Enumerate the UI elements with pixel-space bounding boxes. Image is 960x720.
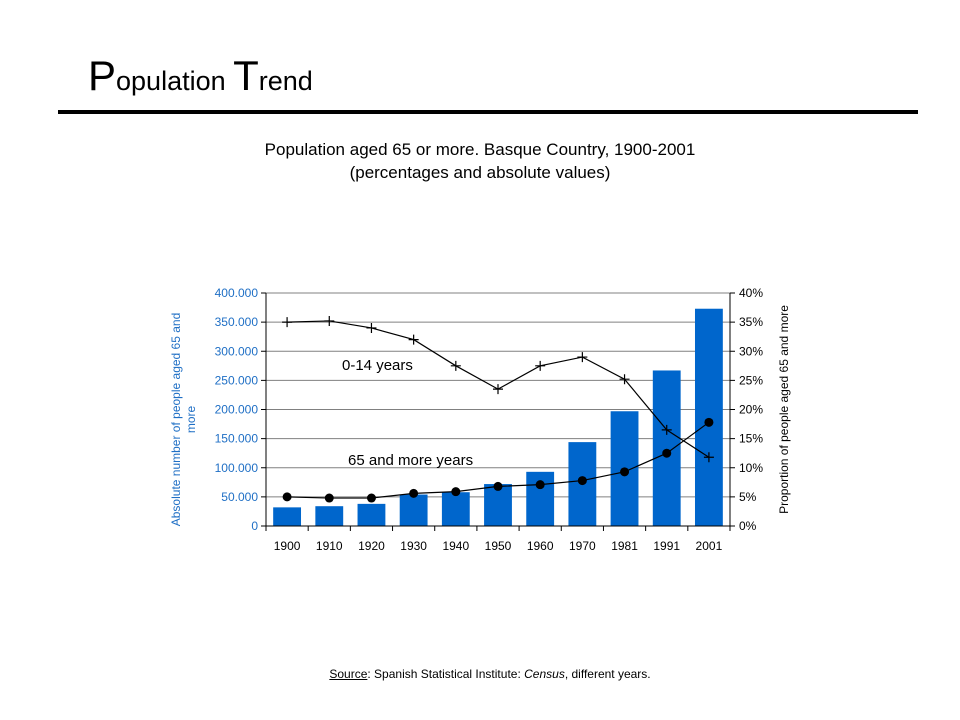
- source-text-part2: , different years.: [564, 667, 651, 681]
- right-axis-tick-label: 30%: [739, 344, 763, 358]
- plus-marker: [493, 384, 503, 395]
- plus-marker: [619, 374, 630, 385]
- series-label-65-and-more: 65 and more years: [348, 452, 473, 469]
- x-axis-tick-label: 1940: [442, 539, 469, 553]
- left-axis-tick-label: 100.000: [215, 461, 259, 475]
- plus-marker: [535, 360, 546, 371]
- chart-subtitle: (percentages and absolute values): [349, 163, 611, 182]
- x-axis-tick-label: 1910: [316, 539, 343, 553]
- circle-marker: [324, 493, 334, 503]
- right-axis-tick-label: 25%: [739, 373, 763, 387]
- circle-marker: [451, 487, 461, 497]
- title-initial-t: T: [233, 52, 259, 99]
- left-axis-title-line2: more: [184, 406, 198, 434]
- bar: [526, 471, 555, 526]
- right-axis-tick-label: 35%: [739, 315, 763, 329]
- plus-marker: [577, 352, 588, 363]
- x-axis-tick-label: 1970: [569, 539, 596, 553]
- source-census-italic: Census: [524, 667, 565, 681]
- plus-marker: [661, 424, 672, 435]
- bar: [484, 484, 512, 526]
- plus-marker: [324, 315, 335, 326]
- circle-marker: [409, 488, 419, 498]
- left-axis-tick-label: 0: [251, 519, 258, 533]
- circle-marker: [493, 481, 503, 491]
- circle-marker: [366, 493, 376, 503]
- left-axis-tick-label: 350.000: [215, 315, 259, 329]
- plus-marker: [282, 317, 293, 328]
- title-initial-p: P: [88, 52, 117, 99]
- right-axis-title: Proportion of people aged 65 and more: [777, 305, 791, 514]
- plus-marker: [450, 360, 461, 371]
- circle-marker: [535, 480, 545, 490]
- circle-marker: [577, 476, 587, 486]
- circle-marker: [620, 467, 630, 477]
- title-text-rend: rend: [258, 66, 313, 96]
- bar: [357, 503, 386, 526]
- source-label: Source: [329, 667, 368, 681]
- left-axis-tick-label: 150.000: [215, 432, 259, 446]
- circle-marker: [662, 448, 672, 458]
- bar: [399, 494, 428, 526]
- x-axis-tick-label: 1930: [400, 539, 427, 553]
- series-label-0-14-years: 0-14 years: [342, 357, 413, 374]
- right-axis-tick-label: 10%: [739, 461, 763, 475]
- plus-marker: [408, 334, 419, 345]
- bar: [441, 492, 470, 526]
- circle-marker: [704, 417, 714, 427]
- left-axis-tick-label: 300.000: [215, 344, 259, 358]
- right-axis-tick-label: 5%: [739, 490, 757, 504]
- x-axis-tick-label: 1981: [611, 539, 638, 553]
- left-axis-tick-label: 50.000: [221, 490, 258, 504]
- x-axis-tick-label: 1960: [527, 539, 554, 553]
- source-text-part1: : Spanish Statistical Institute:: [367, 667, 525, 681]
- x-axis-tick-label: 2001: [696, 539, 723, 553]
- left-axis-tick-label: 250.000: [215, 373, 259, 387]
- left-axis-title: Absolute number of people aged 65 and: [169, 313, 183, 527]
- right-axis-tick-label: 0%: [739, 519, 757, 533]
- left-axis-tick-label: 400.000: [215, 286, 259, 300]
- left-axis-tick-label: 200.000: [215, 403, 259, 417]
- plus-marker: [366, 322, 377, 333]
- x-axis-tick-label: 1920: [358, 539, 385, 553]
- bar: [652, 370, 681, 526]
- bar: [694, 308, 723, 526]
- right-axis-tick-label: 40%: [739, 286, 763, 300]
- title-text-opulation: opulation: [116, 66, 234, 96]
- circle-marker: [282, 492, 292, 502]
- right-axis-tick-label: 20%: [739, 403, 763, 417]
- right-axis-tick-label: 15%: [739, 432, 763, 446]
- plus-marker: [703, 452, 714, 463]
- x-axis-tick-label: 1950: [485, 539, 512, 553]
- x-axis-tick-label: 1900: [274, 539, 301, 553]
- bar: [315, 506, 344, 526]
- chart-title: Population aged 65 or more. Basque Count…: [264, 140, 696, 159]
- bar: [273, 507, 302, 526]
- source-note: Source: Spanish Statistical Institute: C…: [0, 667, 960, 681]
- title-underline-rule: [58, 110, 918, 114]
- x-axis-tick-label: 1991: [653, 539, 680, 553]
- slide-title: Population Trend: [88, 52, 313, 100]
